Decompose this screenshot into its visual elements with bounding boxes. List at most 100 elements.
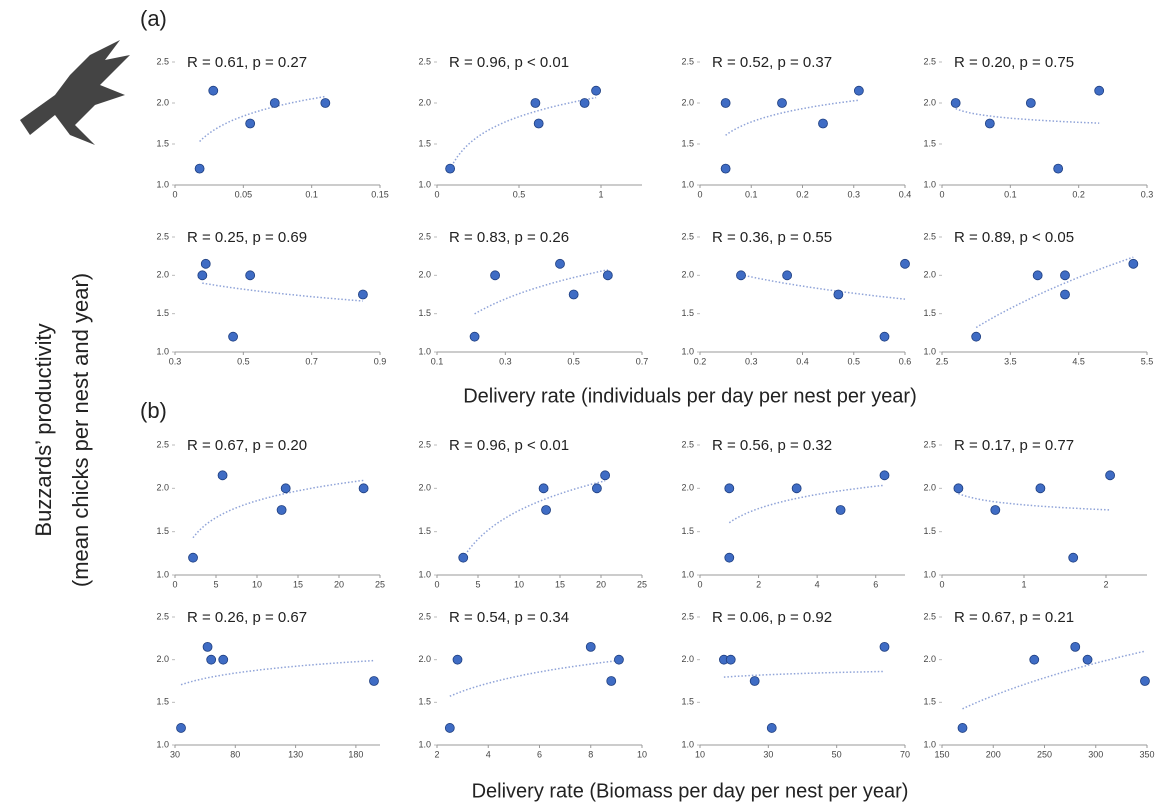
x-tick-label: 0.1 <box>431 356 444 366</box>
data-point <box>592 86 601 95</box>
x-tick-label: 0 <box>434 189 439 199</box>
data-point <box>446 164 455 173</box>
y-tick-label: 1.0 <box>418 739 431 749</box>
data-point <box>359 484 368 493</box>
data-point <box>1061 271 1070 280</box>
y-tick-label: 1.0 <box>923 569 936 579</box>
bird-icon <box>20 40 130 145</box>
data-point <box>725 553 734 562</box>
y-tick-label: 1.0 <box>156 346 169 356</box>
y-tick-label: 1.5 <box>923 526 936 536</box>
data-point <box>358 290 367 299</box>
y-tick-label: 1.0 <box>923 179 936 189</box>
data-point <box>737 271 746 280</box>
data-point <box>246 271 255 280</box>
y-tick-label: 1.5 <box>156 138 169 148</box>
data-point <box>601 471 610 480</box>
y-tick-label: 2.0 <box>923 654 936 664</box>
data-point <box>819 119 828 128</box>
data-point <box>218 471 227 480</box>
y-tick-label: 1.5 <box>156 526 169 536</box>
data-point <box>203 642 212 651</box>
x-tick-label: 0.15 <box>371 189 389 199</box>
y-tick-label: 2.0 <box>156 270 169 280</box>
y-tick-label: 1.5 <box>923 308 936 318</box>
data-point <box>1036 484 1045 493</box>
data-point <box>1071 642 1080 651</box>
x-tick-label: 130 <box>288 749 303 759</box>
y-tick-label: 2.5 <box>681 231 694 241</box>
annotation: R = 0.17, p = 0.77 <box>954 437 1074 454</box>
data-point <box>985 119 994 128</box>
data-point <box>1033 271 1042 280</box>
y-tick-label: 2.0 <box>681 654 694 664</box>
annotation: R = 0.26, p = 0.67 <box>187 609 307 626</box>
data-point <box>569 290 578 299</box>
x-tick-label: 0.4 <box>899 189 912 199</box>
data-point <box>270 99 279 108</box>
data-point <box>750 677 759 686</box>
annotation: R = 0.83, p = 0.26 <box>449 229 569 246</box>
x-tick-label: 4.5 <box>1072 356 1085 366</box>
y-tick-label: 1.5 <box>156 308 169 318</box>
x-tick-label: 1 <box>598 189 603 199</box>
data-point <box>614 655 623 664</box>
x-tick-label: 0 <box>697 579 702 589</box>
data-point <box>854 86 863 95</box>
trend-line <box>963 651 1146 709</box>
y-tick-label: 2.0 <box>681 270 694 280</box>
y-tick-label: 2.5 <box>418 611 431 621</box>
y-tick-label: 1.5 <box>681 526 694 536</box>
data-point <box>321 99 330 108</box>
x-tick-label: 10 <box>695 749 705 759</box>
x-tick-label: 0 <box>939 189 944 199</box>
data-point <box>281 484 290 493</box>
x-tick-label: 0.05 <box>235 189 253 199</box>
y-tick-label: 1.5 <box>418 138 431 148</box>
data-point <box>539 484 548 493</box>
x-tick-label: 0 <box>697 189 702 199</box>
y-tick-label: 1.0 <box>418 179 431 189</box>
y-tick-label: 1.0 <box>681 569 694 579</box>
x-tick-label: 150 <box>934 749 949 759</box>
y-tick-label: 1.0 <box>156 179 169 189</box>
y-tick-label: 1.0 <box>923 739 936 749</box>
x-tick-label: 4 <box>486 749 491 759</box>
x-tick-label: 25 <box>637 579 647 589</box>
x-tick-label: 0.2 <box>1072 189 1085 199</box>
y-tick-label: 2.5 <box>156 231 169 241</box>
y-tick-label: 2.5 <box>418 56 431 66</box>
y-tick-label: 2.0 <box>923 483 936 493</box>
y-tick-label: 2.0 <box>156 483 169 493</box>
data-point <box>586 642 595 651</box>
y-tick-label: 2.5 <box>418 231 431 241</box>
y-tick-label: 2.0 <box>156 97 169 107</box>
data-point <box>201 259 210 268</box>
data-point <box>209 86 218 95</box>
y-tick-label: 2.5 <box>156 611 169 621</box>
data-point <box>778 99 787 108</box>
data-point <box>229 332 238 341</box>
y-tick-label: 2.5 <box>681 439 694 449</box>
data-point <box>991 506 1000 515</box>
x-tick-label: 5 <box>213 579 218 589</box>
x-tick-label: 6 <box>537 749 542 759</box>
data-point <box>542 506 551 515</box>
y-tick-label: 1.5 <box>681 697 694 707</box>
y-tick-label: 2.0 <box>418 270 431 280</box>
y-tick-label: 1.0 <box>156 569 169 579</box>
data-point <box>369 677 378 686</box>
data-point <box>580 99 589 108</box>
figure: (a) (b) Buzzards’ productivity (mean chi… <box>0 0 1169 808</box>
annotation: R = 0.36, p = 0.55 <box>712 229 832 246</box>
y-tick-label: 1.5 <box>681 138 694 148</box>
x-tick-label: 0.1 <box>745 189 758 199</box>
data-point <box>726 655 735 664</box>
y-tick-label: 2.0 <box>418 97 431 107</box>
y-tick-label: 1.0 <box>681 739 694 749</box>
x-tick-label: 15 <box>555 579 565 589</box>
y-tick-label: 2.5 <box>923 56 936 66</box>
x-tick-label: 0.3 <box>499 356 512 366</box>
y-tick-label: 1.5 <box>156 697 169 707</box>
data-point <box>954 484 963 493</box>
